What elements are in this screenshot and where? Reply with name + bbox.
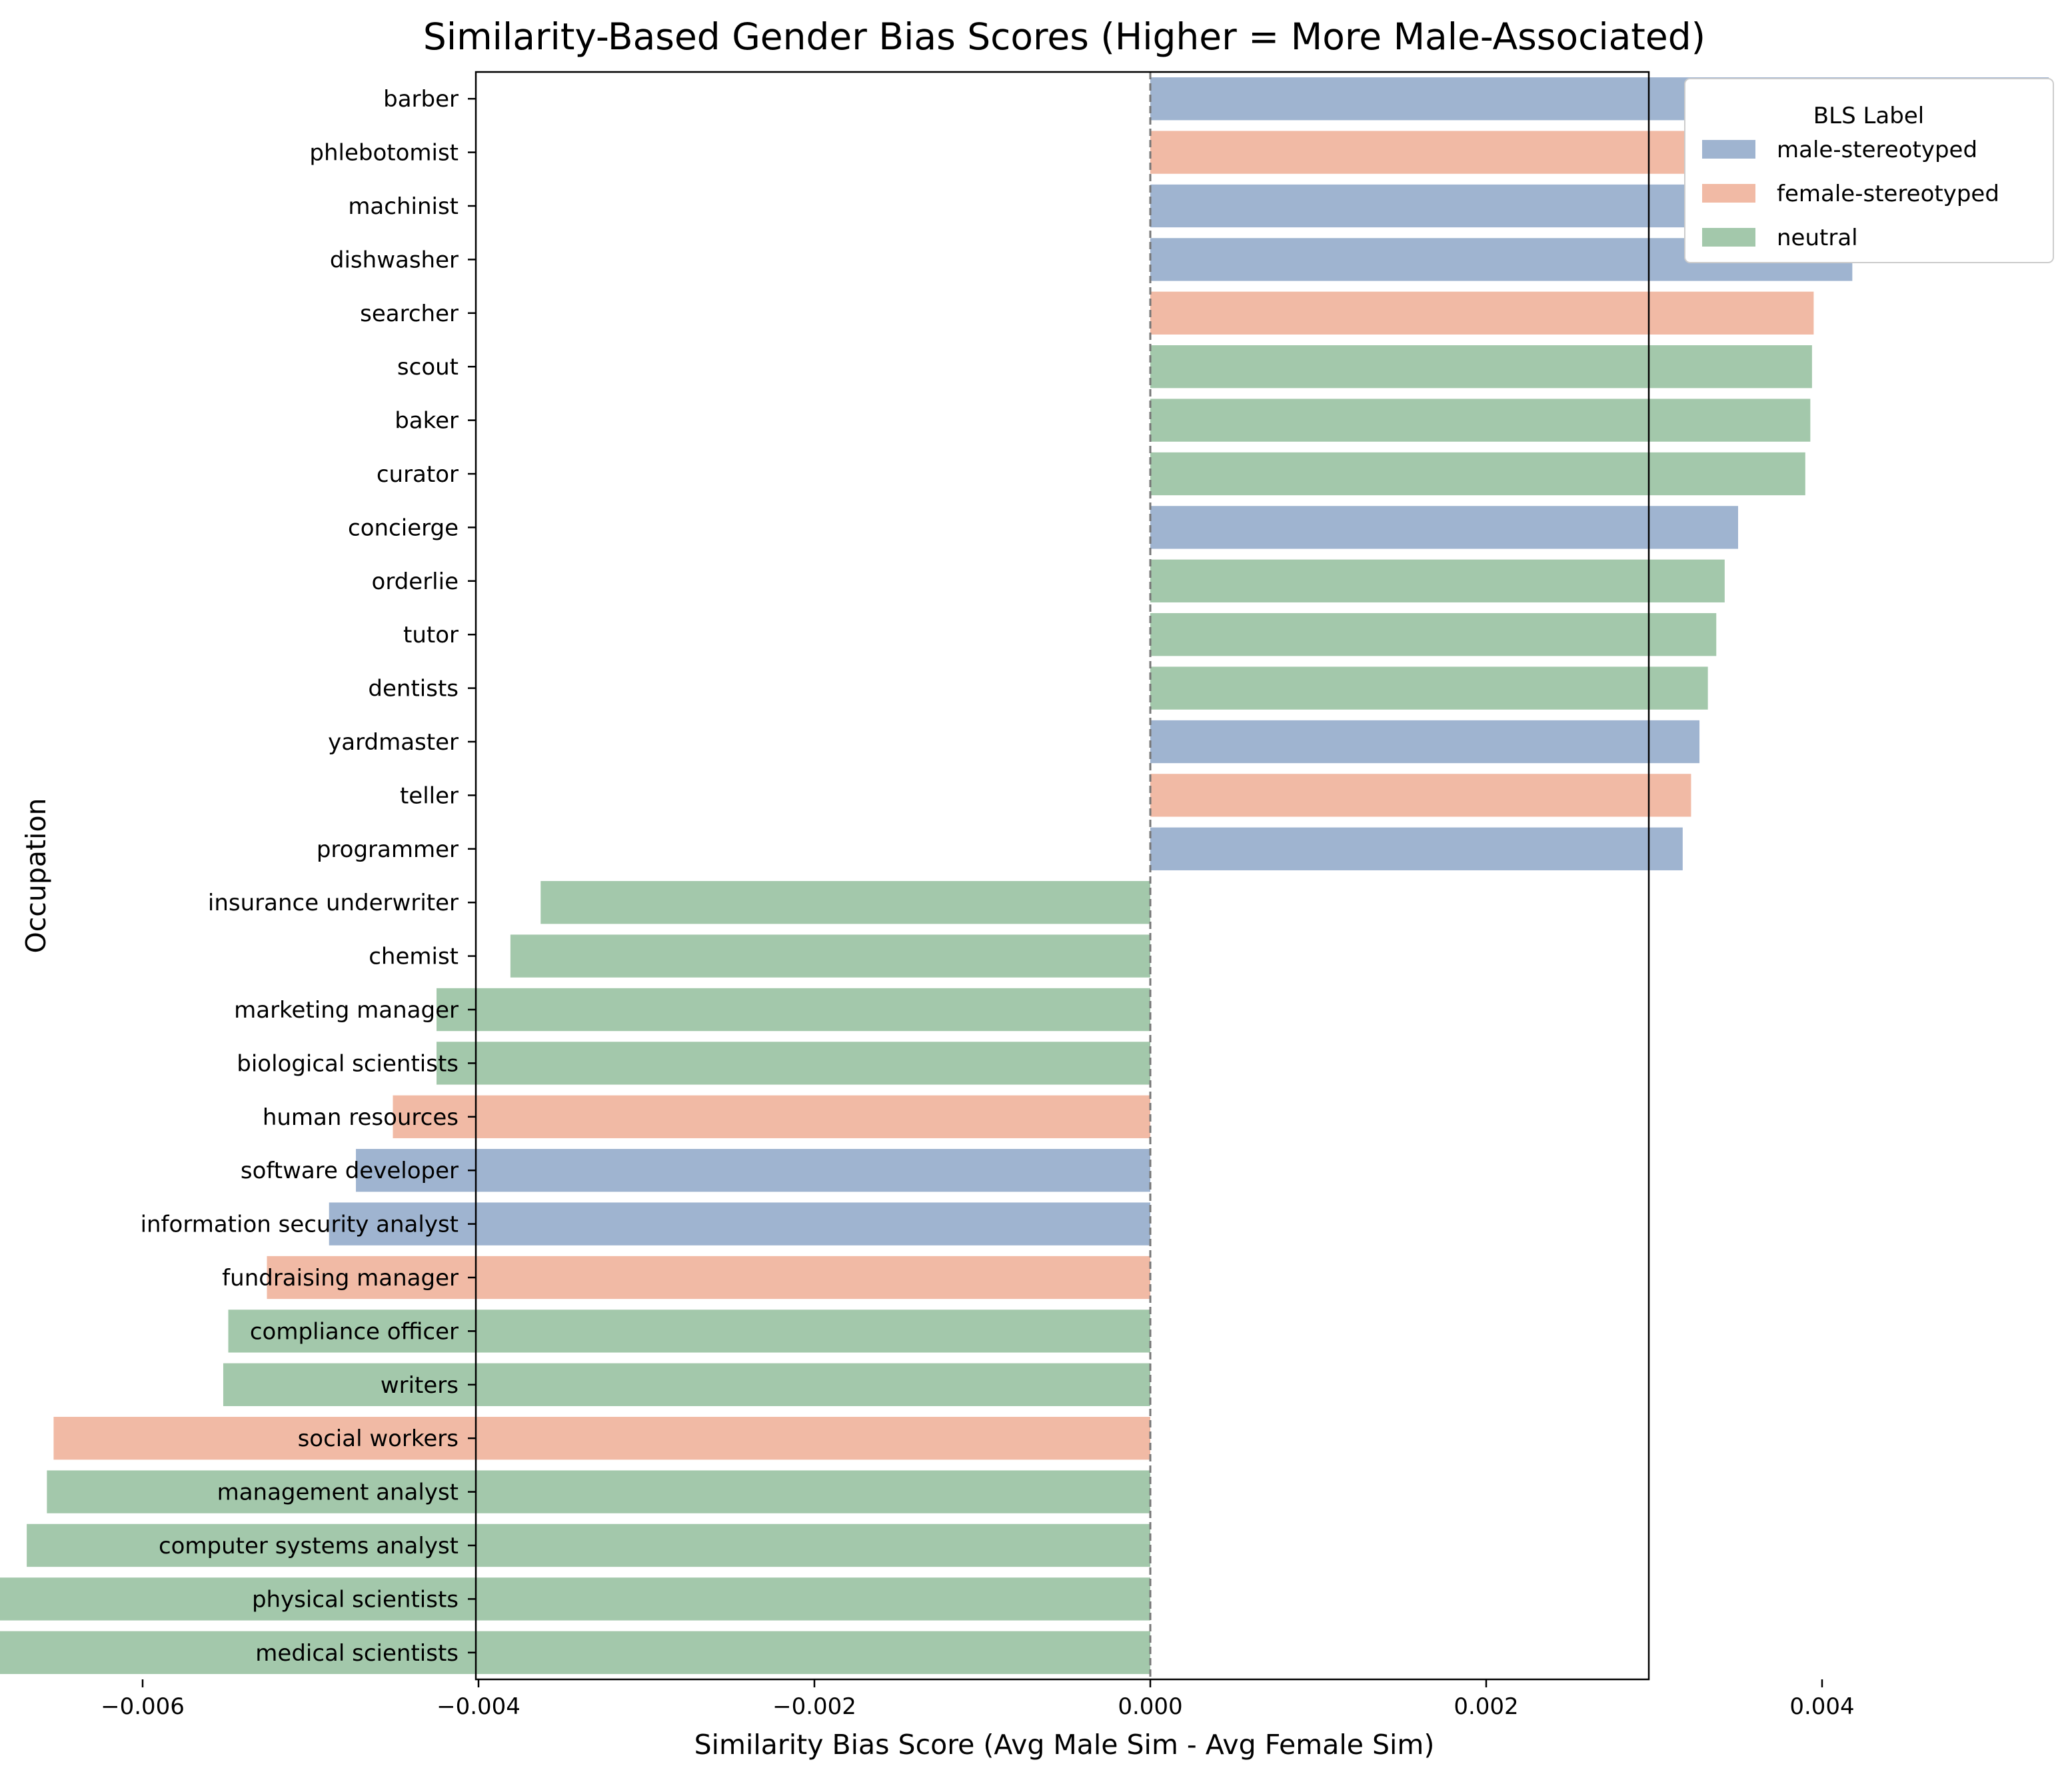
y-tick-label: medical scientists [255, 1640, 459, 1667]
y-tick-label: teller [400, 782, 459, 809]
x-tick-label: −0.006 [101, 1693, 185, 1720]
y-tick-label: phlebotomist [309, 140, 459, 167]
bar-scout [1150, 345, 1812, 389]
y-tick-label: dishwasher [330, 247, 459, 273]
x-tick-label: 0.000 [1118, 1693, 1182, 1720]
bar-physical-scientists [0, 1577, 1150, 1621]
y-tick-label: concierge [348, 514, 459, 541]
y-tick-label: chemist [369, 944, 459, 970]
x-tick-label: 0.002 [1454, 1693, 1518, 1720]
y-tick-label: yardmaster [328, 729, 459, 756]
x-tick-label: −0.004 [437, 1693, 520, 1720]
x-tick-label: −0.002 [772, 1693, 856, 1720]
bar-software-developer [356, 1149, 1150, 1192]
y-tick-label: machinist [348, 193, 459, 220]
y-tick-label: fundraising manager [222, 1265, 459, 1292]
bar-compliance-officer [228, 1310, 1150, 1353]
bar-yardmaster [1150, 720, 1700, 764]
chart-title: Similarity-Based Gender Bias Scores (Hig… [423, 15, 1705, 58]
bar-curator [1150, 452, 1805, 496]
y-tick-label: biological scientists [237, 1050, 459, 1077]
y-axis-ticks: barber phlebotomist machinist dishwasher sea… [141, 86, 476, 1667]
legend: BLS Label male-stereotyped female-stereot… [1684, 78, 2054, 263]
bar-information-security-analyst [329, 1202, 1151, 1246]
y-tick-label: scout [397, 354, 459, 381]
y-tick-label: physical scientists [252, 1586, 459, 1613]
y-tick-label: searcher [360, 301, 459, 327]
bar-management-analyst [47, 1470, 1151, 1513]
y-tick-label: tutor [403, 622, 459, 648]
bar-marketing-manager [437, 988, 1150, 1032]
y-tick-label: human resources [263, 1104, 459, 1131]
legend-frame [1684, 78, 2054, 263]
bar-dentists [1150, 666, 1708, 710]
legend-title: BLS Label [1813, 103, 1924, 129]
bar-medical-scientists [0, 1631, 1150, 1674]
bar-teller [1150, 774, 1691, 817]
y-tick-label: baker [395, 408, 459, 435]
y-tick-label: orderlie [372, 568, 459, 595]
bar-insurance-underwriter [540, 881, 1150, 924]
y-tick-label: insurance underwriter [208, 890, 459, 916]
legend-label: neutral [1777, 225, 1858, 251]
y-tick-label: writers [381, 1372, 459, 1399]
y-tick-label: computer systems analyst [159, 1533, 459, 1559]
bar-tutor [1150, 613, 1717, 656]
legend-label: female-stereotyped [1777, 181, 1999, 207]
bar-orderlie [1150, 559, 1725, 602]
legend-swatch [1702, 140, 1755, 159]
legend-label: male-stereotyped [1777, 137, 1977, 163]
legend-entries: male-stereotyped female-stereotyped neutra… [1702, 137, 1999, 251]
y-tick-label: marketing manager [234, 997, 459, 1024]
y-tick-label: curator [377, 461, 459, 488]
y-tick-label: software developer [241, 1158, 459, 1184]
y-tick-label: dentists [368, 676, 459, 702]
legend-swatch [1702, 184, 1755, 203]
bar-computer-systems-analyst [27, 1523, 1151, 1567]
bar-baker [1150, 399, 1811, 442]
bar-writers [223, 1363, 1151, 1406]
bar-social-workers [53, 1417, 1151, 1460]
y-tick-label: management analyst [217, 1479, 459, 1506]
bar-concierge [1150, 506, 1738, 549]
bar-searcher [1150, 291, 1814, 335]
bar-fundraising-manager [267, 1256, 1151, 1300]
bar-programmer [1150, 827, 1683, 870]
bar-human-resources [393, 1095, 1150, 1138]
x-tick-label: 0.004 [1789, 1693, 1854, 1720]
y-tick-label: information security analyst [141, 1212, 459, 1238]
y-tick-label: social workers [298, 1425, 459, 1452]
x-axis-ticks: −0.006 −0.004 −0.002 0.000 0.002 0.004 [101, 1679, 1855, 1720]
legend-swatch [1702, 228, 1755, 247]
bar-chemist [510, 934, 1150, 978]
y-tick-label: compliance officer [250, 1318, 459, 1345]
bar-biological-scientists [437, 1042, 1150, 1085]
y-tick-label: programmer [317, 836, 459, 863]
y-tick-label: barber [383, 86, 459, 113]
x-axis-label: Similarity Bias Score (Avg Male Sim - Av… [694, 1729, 1435, 1761]
y-axis-label: Occupation [20, 798, 52, 953]
plot-area-frame [475, 71, 1650, 1681]
